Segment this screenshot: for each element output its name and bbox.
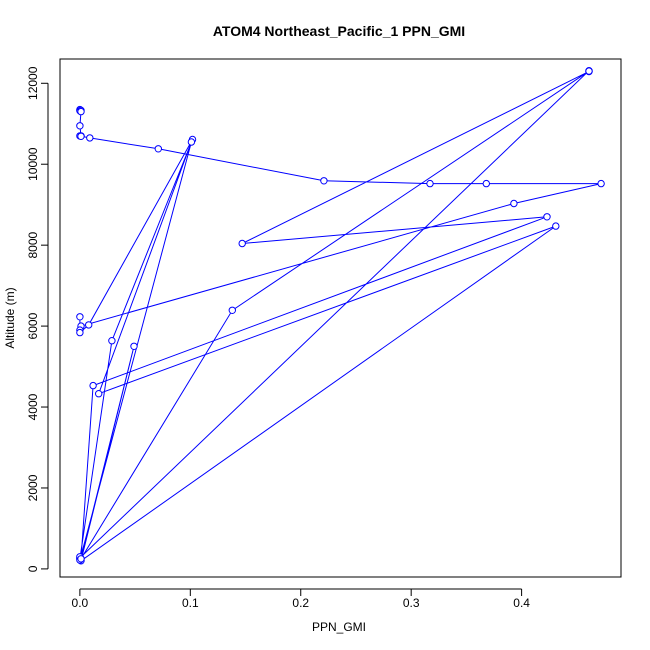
data-point — [76, 122, 84, 130]
data-point — [585, 67, 593, 75]
data-point — [187, 138, 196, 146]
data-point — [89, 381, 97, 390]
data-point — [108, 337, 116, 345]
x-axis: 0.0 0.1 0.2 0.3 0.4 — [72, 588, 530, 610]
data-point — [228, 306, 237, 314]
y-tick-label: 8000 — [26, 231, 40, 258]
x-axis-label: PPN_GMI — [312, 620, 366, 634]
data-point — [154, 145, 163, 153]
y-tick-label: 0 — [26, 565, 40, 572]
series-layer — [76, 67, 605, 565]
y-tick-label: 2000 — [26, 474, 40, 501]
x-tick-label: 0.4 — [513, 596, 530, 610]
y-tick-label: 6000 — [26, 312, 40, 339]
x-tick-label: 0.0 — [72, 596, 89, 610]
data-point — [85, 321, 93, 329]
x-tick-label: 0.2 — [292, 596, 309, 610]
data-point — [238, 239, 246, 248]
data-point — [552, 222, 560, 230]
y-axis: 0 2000 4000 6000 8000 10000 12000 — [26, 66, 49, 572]
data-point — [76, 313, 84, 321]
y-tick-label: 4000 — [26, 393, 40, 420]
data-point — [482, 179, 490, 188]
x-tick-label: 0.3 — [403, 596, 420, 610]
y-tick-label: 12000 — [26, 66, 40, 100]
data-point — [95, 390, 103, 398]
x-tick-label: 0.1 — [182, 596, 199, 610]
data-point — [426, 179, 434, 188]
data-point — [77, 107, 85, 116]
data-point — [86, 134, 94, 142]
data-point — [76, 328, 84, 337]
chart-title: ATOM4 Northeast_Pacific_1 PPN_GMI — [213, 23, 465, 39]
data-point — [77, 555, 85, 563]
plot-frame — [59, 58, 622, 578]
data-point — [543, 213, 551, 221]
series-line — [79, 69, 602, 562]
data-point — [510, 199, 518, 208]
y-tick-label: 10000 — [26, 147, 40, 181]
data-point — [597, 179, 605, 188]
data-point — [320, 177, 328, 185]
data-point — [130, 342, 138, 350]
data-point — [77, 132, 85, 141]
y-axis-label: Altitude (m) — [3, 287, 17, 348]
